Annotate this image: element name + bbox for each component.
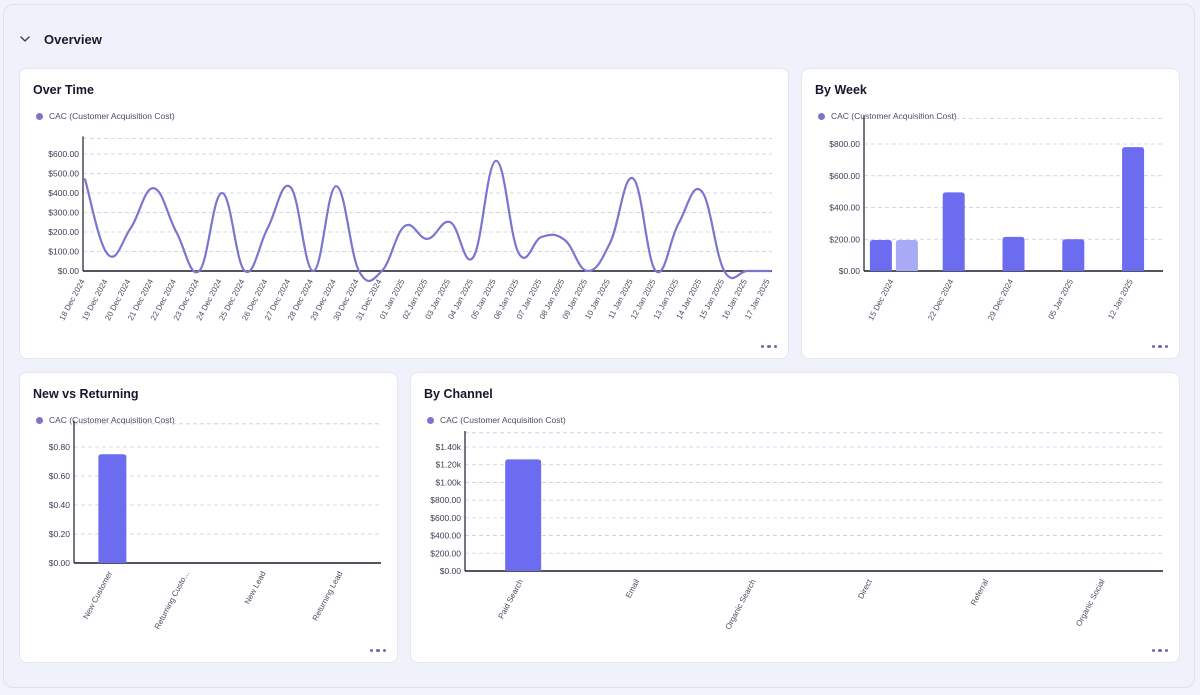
more-dot-icon (1158, 344, 1162, 348)
more-dot-icon (1164, 344, 1168, 348)
y-tick-label: $600.00 (430, 513, 461, 523)
more-dot-icon (767, 344, 771, 348)
new-vs-returning-more-menu-button[interactable] (368, 647, 389, 655)
bar (1002, 236, 1025, 271)
bar (1122, 147, 1145, 271)
y-tick-label: $200.00 (829, 234, 860, 244)
y-tick-label: $800.00 (430, 495, 461, 505)
over-time-more-menu-button[interactable] (759, 343, 780, 351)
bar (98, 454, 127, 563)
legend-swatch (36, 416, 43, 424)
y-tick-label: $0.20 (49, 529, 71, 539)
by-channel-chart: $0.00 $200.00 $400.00 $600.00 $800.00 $1.00k $… (430, 431, 1163, 631)
overview-section: Overview Over Time CAC (Customer Acquisi… (3, 4, 1195, 688)
more-dot-icon (1151, 648, 1155, 652)
legend-label: CAC (Customer Acquisition Cost) (831, 111, 957, 121)
overview-toggle[interactable]: Overview (18, 27, 102, 51)
x-tick-label: 15 Dec 2024 (866, 277, 896, 322)
by-channel-more-menu-button[interactable] (1150, 647, 1171, 655)
over-time-chart: $0.00 $100.00 $200.00 $300.00 $400.00 $500.00… (48, 136, 772, 322)
y-tick-label: $600.00 (829, 171, 860, 181)
x-tick-label: Paid Search (497, 578, 525, 621)
y-tick-label: $0.40 (49, 500, 71, 510)
y-tick-label: $0.60 (49, 471, 71, 481)
by-week-more-menu-button[interactable] (1150, 343, 1171, 351)
more-dot-icon (760, 344, 764, 348)
y-tick-label: $200.00 (48, 227, 79, 237)
legend-label: CAC (Customer Acquisition Cost) (440, 415, 566, 425)
y-tick-label: $500.00 (48, 169, 79, 179)
y-tick-label: $0.00 (49, 558, 71, 568)
x-tick-label: Returning Lead (311, 570, 345, 623)
by-week-title: By Week (815, 83, 867, 97)
legend-swatch (818, 112, 825, 120)
y-tick-label: $1.40k (435, 442, 461, 452)
x-tick-label: 05 Jan 2025 (1046, 277, 1075, 321)
by-channel-card: By Channel CAC (Customer Acquisition Cos… (410, 372, 1180, 663)
more-dot-icon (376, 648, 380, 652)
more-dot-icon (369, 648, 373, 652)
more-dot-icon (1151, 344, 1155, 348)
y-tick-label: $0.00 (58, 266, 80, 276)
bar (505, 459, 542, 571)
legend-swatch (36, 112, 43, 120)
x-tick-label: New Customer (81, 569, 114, 620)
x-tick-label: Direct (856, 577, 874, 600)
bar (1062, 239, 1085, 271)
by-week-chart: $0.00 $200.00 $400.00 $600.00 $800.00 15 Dec … (829, 115, 1163, 322)
over-time-legend[interactable]: CAC (Customer Acquisition Cost) (36, 111, 175, 121)
bar (869, 240, 892, 271)
new-vs-returning-title: New vs Returning (33, 387, 139, 401)
y-tick-label: $1.00k (435, 477, 461, 487)
y-tick-label: $400.00 (430, 531, 461, 541)
by-week-card: By Week CAC (Customer Acquisition Cost) … (801, 68, 1180, 359)
y-tick-label: $0.00 (839, 266, 861, 276)
x-tick-label: 22 Dec 2024 (926, 277, 956, 322)
x-tick-label: Organic Social (1074, 578, 1106, 628)
over-time-title: Over Time (33, 83, 94, 97)
y-tick-label: $0.80 (49, 442, 71, 452)
y-tick-label: $400.00 (829, 203, 860, 213)
new-vs-returning-card: New vs Returning CAC (Customer Acquisiti… (19, 372, 398, 663)
new-vs-returning-chart: $0.00 $0.20 $0.40 $0.60 $0.80 New Customer Ret… (49, 420, 381, 631)
x-tick-label: Organic Search (724, 578, 758, 631)
x-tick-label: New Lead (243, 570, 268, 606)
bar (942, 192, 965, 271)
section-title: Overview (44, 31, 102, 47)
by-channel-legend[interactable]: CAC (Customer Acquisition Cost) (427, 415, 566, 425)
x-tick-label: 29 Dec 2024 (986, 277, 1016, 322)
y-tick-label: $200.00 (430, 548, 461, 558)
more-dot-icon (1164, 648, 1168, 652)
y-tick-label: $400.00 (48, 188, 79, 198)
bar (895, 240, 918, 271)
more-dot-icon (773, 344, 777, 348)
more-dot-icon (1158, 648, 1162, 652)
by-week-legend[interactable]: CAC (Customer Acquisition Cost) (818, 111, 957, 121)
y-tick-label: $300.00 (48, 208, 79, 218)
x-tick-label: Email (624, 578, 641, 600)
x-tick-label: 12 Jan 2025 (1106, 277, 1135, 321)
y-tick-label: $1.20k (435, 460, 461, 470)
new-vs-returning-legend[interactable]: CAC (Customer Acquisition Cost) (36, 415, 175, 425)
over-time-card: Over Time CAC (Customer Acquisition Cost… (19, 68, 789, 359)
more-dot-icon (382, 648, 386, 652)
by-channel-title: By Channel (424, 387, 493, 401)
series-line (83, 159, 772, 282)
legend-label: CAC (Customer Acquisition Cost) (49, 415, 175, 425)
y-tick-label: $0.00 (440, 566, 462, 576)
y-tick-label: $100.00 (48, 247, 79, 257)
y-tick-label: $800.00 (829, 139, 860, 149)
legend-swatch (427, 416, 434, 424)
y-tick-label: $600.00 (48, 149, 79, 159)
legend-label: CAC (Customer Acquisition Cost) (49, 111, 175, 121)
chevron-down-icon (20, 36, 30, 42)
x-tick-label: Returning Custo... (153, 570, 191, 631)
x-tick-label: Referral (969, 578, 990, 608)
